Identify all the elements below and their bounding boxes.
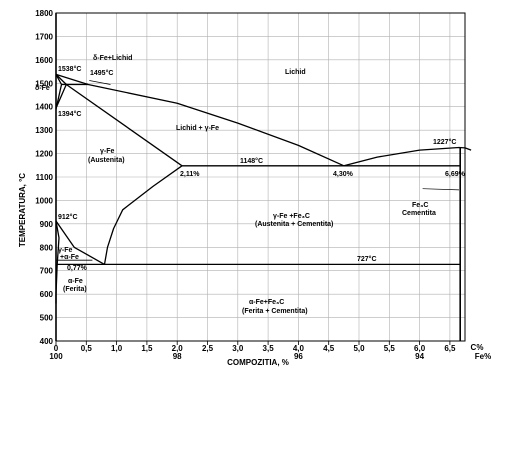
label-gamma-alpha-1: γ-Fe [58,247,73,254]
acm-line [103,165,183,265]
phase-boundaries [55,13,472,341]
x-unit-carbon: C% [471,343,484,352]
x-tick-label: 1,5 [141,344,153,353]
y-tick-label: 1300 [35,126,53,135]
label-ferita: (Ferita) [63,286,87,293]
y-tick-labels: 1800 1700 1600 1500 1400 1300 1200 1100 1000 900 8… [35,9,53,346]
y-axis-title: TEMPERATURA, °C [18,173,27,247]
y-tick-label: 1200 [35,150,53,159]
label-ferita-cementita: (Ferita + Cementita) [242,308,308,315]
label-727: 727°C [357,255,377,263]
label-6-69: 6,69% [445,171,466,178]
label-1538: 1538°C [58,65,81,73]
x-tick-label: 2,0 [172,344,184,353]
label-1495: 1495°C [90,69,113,77]
y-tick-label: 1400 [35,103,53,112]
y-tick-label: 1800 [35,9,53,18]
label-gamma-fe: γ-Fe [100,148,115,155]
x-tick-label: 0,5 [81,344,93,353]
pointer-cementita [422,188,460,191]
y-tick-label: 900 [40,220,54,229]
x-tick-label-fe: 94 [415,352,424,361]
label-alpha-fe: α-Fe [68,278,83,285]
y-tick-label: 400 [40,337,54,346]
x-tick-label: 5,0 [353,344,365,353]
x-unit-iron: Fe% [475,352,491,361]
y-tick-label: 800 [40,243,54,252]
label-austenita: (Austenita) [88,157,125,164]
label-alpha-fe3c: α-Fe+Fe₃C [249,299,284,306]
label-delta-lichid: δ-Fe+Lichid [93,55,132,62]
y-tick-label: 700 [40,267,54,276]
delta-liquid-line [55,73,67,85]
x-tick-label: 3,0 [232,344,244,353]
y-tick-label: 1500 [35,79,53,88]
x-tick-label: 4,5 [323,344,335,353]
y-tick-label: 1100 [36,173,54,182]
x-tick-label: 1,0 [111,344,123,353]
x-tick-label-fe: 98 [173,352,182,361]
y-tick-label: 600 [40,290,54,299]
grid [55,12,465,345]
label-0-77: 0,77% [67,265,88,272]
liquidus-line [55,73,472,167]
x-tick-label: 3,5 [263,344,275,353]
label-2-11: 2,11% [180,171,200,178]
y-tick-label: 500 [40,314,54,323]
x-axis-title: COMPOZITIA, % [227,358,289,367]
label-1227: 1227°C [433,138,456,146]
x-tick-label-fe: 100 [49,352,63,361]
label-austenita-cementita: (Austenita + Cementita) [255,221,333,228]
x-tick-label: 6,0 [414,344,426,353]
x-tick-label: 4,0 [293,344,305,353]
label-lichid-gamma: Lichid + γ-Fe [176,125,219,132]
label-gamma-fe3c: γ-Fe +Fe₃C [273,213,310,220]
y-tick-label: 1000 [35,196,53,205]
label-delta-fe: δ-Fe [35,85,50,92]
label-4-30: 4,30% [333,171,354,178]
x-tick-label: 6,5 [444,344,456,353]
label-lichid: Lichid [285,69,306,76]
a3-line [55,220,105,265]
label-912: 912°C [58,213,78,221]
x-tick-label: 0 [54,344,59,353]
label-gamma-alpha-2: +α-Fe [60,254,79,261]
delta-gamma-line [55,84,67,109]
austenite-solidus-line [65,83,183,167]
y-tick-label: 1600 [35,56,53,65]
x-tick-label-fe: 96 [294,352,303,361]
x-tick-label: 5,5 [384,344,396,353]
label-cementita: Cementita [402,210,436,217]
pointer-1495 [89,80,111,85]
x-tick-label: 2,5 [202,344,214,353]
label-fe3c: Fe₃C [412,202,428,209]
label-1394: 1394°C [58,110,81,118]
label-1148: 1148°C [240,157,263,165]
x-tick-labels-carbon: 0 0,5 1,0 1,5 2,0 2,5 3,0 3,5 4,0 4,5 5,0 5,5 6,0 6,5 [54,344,456,353]
y-tick-label: 1700 [35,32,53,41]
x-tick-labels-iron: 100 98 96 94 [49,352,424,361]
